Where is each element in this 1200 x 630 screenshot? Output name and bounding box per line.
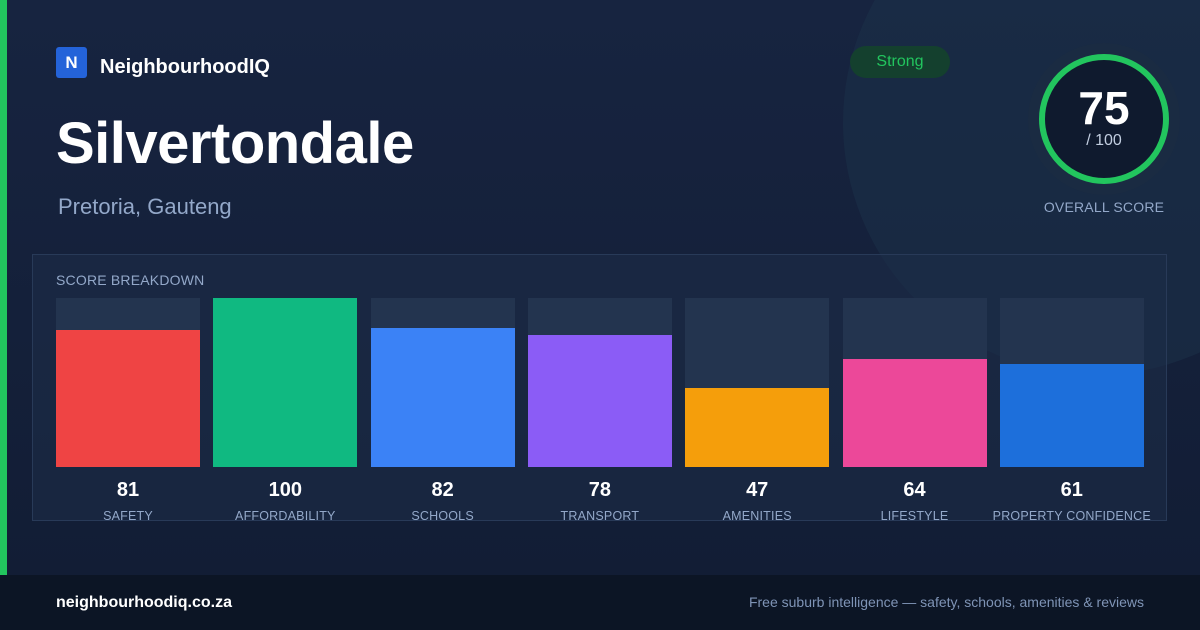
score-bar-property-confidence: 61 PROPERTY CONFIDENCE (993, 298, 1151, 523)
brand-logo-icon: N (56, 47, 87, 78)
score-bar-safety: 81 SAFETY (56, 298, 200, 523)
bar-label: PROPERTY CONFIDENCE (992, 509, 1151, 523)
footer-tagline: Free suburb intelligence — safety, schoo… (748, 594, 1144, 610)
accent-bar (0, 0, 7, 575)
bar-label: AMENITIES (722, 509, 792, 523)
bar-value: 61 (1060, 479, 1083, 501)
bar-value: 81 (116, 479, 140, 501)
bar-track (370, 298, 515, 467)
score-bar-lifestyle: 64 LIFESTYLE (842, 298, 987, 523)
score-breakdown-panel: SCORE BREAKDOWN 81 SAFETY 100 AFFORDABILITY… (32, 254, 1167, 523)
bar-value: 82 (431, 479, 454, 501)
rating-badge: Strong (850, 46, 950, 78)
brand[interactable]: N NeighbourhoodIQ (56, 46, 270, 79)
bar-value: 47 (746, 479, 769, 501)
bar-label: LIFESTYLE (880, 509, 949, 523)
score-ring-graphic (1028, 43, 1180, 195)
bar-track (213, 298, 358, 467)
bar-label: AFFORDABILITY (235, 509, 336, 523)
bar-fill (842, 359, 987, 467)
bar-value: 78 (588, 479, 612, 501)
suburb-region: Pretoria, Gauteng (58, 194, 232, 219)
score-bar-schools: 82 SCHOOLS (370, 298, 515, 523)
bar-label: SCHOOLS (411, 509, 474, 523)
bar-fill (999, 364, 1144, 467)
bar-label: TRANSPORT (560, 509, 640, 523)
bar-track (842, 298, 987, 467)
suburb-title: Silvertondale (56, 111, 414, 176)
brand-name: NeighbourhoodIQ (100, 56, 270, 78)
score-bar-transport: 78 TRANSPORT (527, 298, 672, 523)
bar-track (56, 298, 200, 467)
breakdown-title: SCORE BREAKDOWN (56, 272, 205, 288)
score-ring-arc (1039, 54, 1169, 184)
score-bar-amenities: 47 AMENITIES (685, 298, 830, 523)
bar-label: SAFETY (103, 509, 153, 523)
bar-track (685, 298, 830, 467)
bar-value: 64 (903, 479, 926, 501)
bar-value: 100 (268, 479, 302, 501)
bar-fill (370, 328, 515, 467)
footer-url-link[interactable]: neighbourhoodiq.co.za (56, 594, 232, 611)
overall-score-max: / 100 (1086, 132, 1122, 149)
bar-track (999, 298, 1144, 467)
bar-track (527, 298, 672, 467)
overall-score-caption: OVERALL SCORE (1043, 199, 1165, 215)
bar-fill (56, 330, 200, 467)
footer: neighbourhoodiq.co.za Free suburb intell… (0, 575, 1200, 630)
share-card: N NeighbourhoodIQ Silvertondale Pretoria… (0, 0, 1200, 575)
overall-score-ring: 75 / 100 (1028, 43, 1180, 195)
score-bar-affordability: 100 AFFORDABILITY (213, 298, 358, 523)
bar-fill (213, 298, 358, 467)
bar-fill (527, 335, 672, 467)
overall-score-value: 75 (1078, 82, 1130, 134)
bar-fill (685, 388, 830, 467)
